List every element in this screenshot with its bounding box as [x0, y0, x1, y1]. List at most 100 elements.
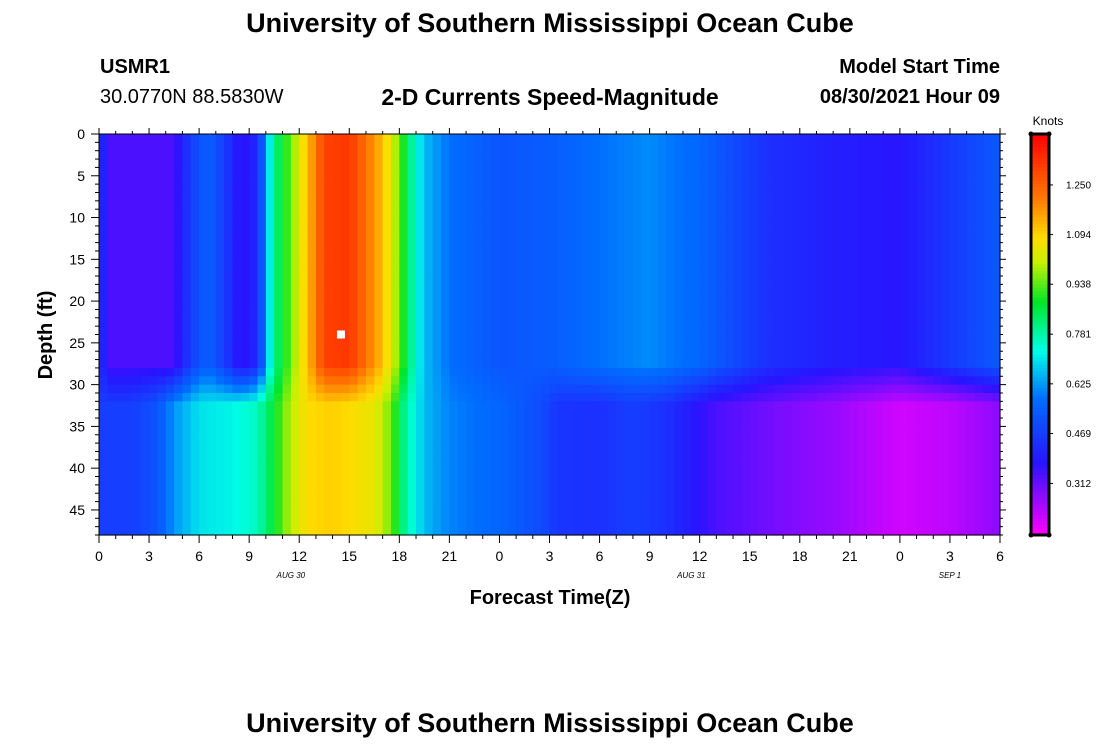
heatmap-cell — [449, 225, 459, 235]
heatmap-cell — [883, 518, 893, 528]
heatmap-cell — [390, 334, 400, 344]
heatmap-cell — [741, 409, 751, 419]
heatmap-cell — [407, 426, 417, 436]
heatmap-cell — [140, 434, 150, 444]
heatmap-cell — [174, 468, 184, 478]
heatmap-cell — [616, 292, 626, 302]
heatmap-cell — [699, 167, 709, 177]
heatmap-cell — [424, 376, 434, 386]
heatmap-cell — [157, 493, 167, 503]
heatmap-cell — [516, 159, 526, 169]
heatmap-cell — [449, 184, 459, 194]
heatmap-cell — [274, 392, 284, 402]
heatmap-cell — [99, 509, 108, 519]
heatmap-cell — [858, 225, 868, 235]
heatmap-cell — [482, 292, 492, 302]
heatmap-cell — [741, 367, 751, 377]
heatmap-cell — [899, 209, 909, 219]
heatmap-cell — [566, 493, 576, 503]
heatmap-cell — [666, 242, 676, 252]
heatmap-cell — [149, 184, 158, 194]
heatmap-cell — [591, 200, 601, 210]
heatmap-cell — [532, 518, 542, 528]
heatmap-cell — [574, 209, 584, 219]
heatmap-cell — [307, 276, 317, 285]
heatmap-cell — [399, 409, 409, 419]
heatmap-cell — [733, 509, 742, 519]
heatmap-cell — [249, 276, 259, 285]
heatmap-cell — [365, 259, 375, 269]
heatmap-cell — [332, 367, 342, 377]
heatmap-cell — [716, 200, 726, 210]
heatmap-cell — [424, 301, 434, 311]
heatmap-cell — [866, 443, 876, 453]
heatmap-cell — [307, 301, 317, 311]
heatmap-cell — [315, 301, 325, 311]
heatmap-cell — [382, 451, 392, 461]
heatmap-cell — [249, 301, 259, 311]
heatmap-cell — [174, 493, 184, 503]
heatmap-cell — [232, 476, 242, 486]
heatmap-cell — [124, 250, 133, 260]
heatmap-cell — [866, 175, 876, 185]
heatmap-cell — [958, 392, 968, 402]
heatmap-cell — [516, 401, 526, 411]
heatmap-cell — [190, 359, 200, 369]
heatmap-cell — [115, 242, 125, 252]
heatmap-cell — [390, 401, 400, 411]
heatmap-cell — [140, 484, 150, 494]
heatmap-cell — [449, 175, 459, 185]
heatmap-cell — [708, 409, 717, 419]
heatmap-cell — [491, 234, 501, 244]
heatmap-cell — [557, 459, 567, 469]
heatmap-cell — [582, 150, 592, 160]
heatmap-cell — [958, 351, 968, 361]
heatmap-cell — [532, 276, 542, 285]
heatmap-cell — [149, 225, 158, 235]
heatmap-cell — [691, 409, 701, 419]
heatmap-cell — [140, 134, 150, 143]
heatmap-cell — [165, 301, 175, 311]
heatmap-cell — [349, 334, 359, 344]
heatmap-cell — [566, 309, 576, 319]
heatmap-cell — [849, 309, 859, 319]
heatmap-cell — [399, 509, 409, 519]
heatmap-cell — [883, 493, 893, 503]
heatmap-cell — [265, 509, 275, 519]
heatmap-cell — [124, 484, 133, 494]
heatmap-cell — [941, 175, 951, 185]
heatmap-cell — [340, 334, 350, 344]
heatmap-cell — [507, 334, 517, 344]
heatmap-cell — [99, 418, 108, 427]
heatmap-cell — [466, 326, 476, 336]
heatmap-cell — [149, 367, 158, 377]
heatmap-cell — [107, 184, 117, 194]
heatmap-cell — [541, 526, 551, 536]
heatmap-cell — [382, 192, 392, 202]
heatmap-cell — [824, 159, 834, 169]
heatmap-cell — [466, 150, 476, 160]
heatmap-cell — [307, 484, 317, 494]
heatmap-cell — [958, 443, 968, 453]
heatmap-cell — [883, 443, 893, 453]
heatmap-cell — [541, 242, 551, 252]
heatmap-cell — [416, 225, 425, 235]
heatmap-cell — [416, 342, 425, 352]
heatmap-cell — [315, 167, 325, 177]
heatmap-cell — [340, 200, 350, 210]
heatmap-cell — [399, 259, 409, 269]
heatmap-cell — [524, 392, 534, 402]
heatmap-cell — [240, 200, 250, 210]
heatmap-cell — [649, 317, 659, 327]
heatmap-cell — [257, 200, 267, 210]
heatmap-cell — [324, 317, 334, 327]
heatmap-cell — [933, 334, 943, 344]
heatmap-cell — [215, 217, 225, 227]
heatmap-cell — [182, 434, 192, 444]
heatmap-cell — [224, 359, 234, 369]
heatmap-cell — [232, 468, 242, 478]
heatmap-cell — [190, 284, 200, 294]
heatmap-cell — [282, 301, 292, 311]
heatmap-cell — [891, 484, 901, 494]
heatmap-cell — [190, 217, 200, 227]
